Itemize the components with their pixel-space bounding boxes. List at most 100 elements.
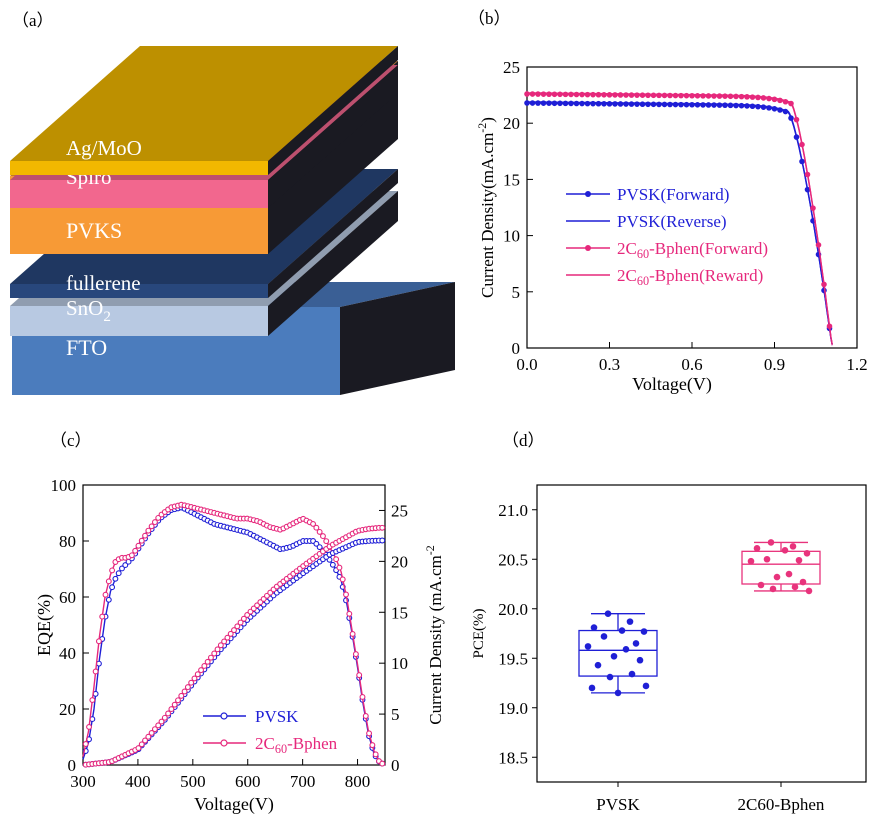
pce-point-0: [622, 646, 630, 653]
eqe-marker-1: [145, 527, 152, 534]
eqe-marker-0: [112, 575, 119, 582]
eqe-marker-3: [175, 697, 181, 704]
eqe-marker-1: [148, 523, 155, 530]
eqe-marker-1: [356, 672, 363, 679]
pce-y-axis-label: PCE(%): [471, 609, 487, 659]
eqe-marker-0: [122, 562, 129, 569]
eqe-marker-1: [336, 564, 343, 571]
eqe-marker-1: [109, 567, 116, 574]
eqe-legend: PVSK 2C60-Bphen: [203, 707, 338, 756]
eqe-marker-1: [86, 723, 92, 730]
eqe-marker-3: [171, 701, 178, 708]
pce-point-0: [594, 661, 602, 669]
eqe-marker-1: [333, 556, 340, 563]
eqe-marker-1: [323, 538, 330, 545]
layer-fto-side: [340, 282, 455, 395]
pce-y-tick-label: 21.0: [498, 501, 528, 520]
eqe-series: [82, 501, 386, 768]
eqe-marker-1: [151, 519, 158, 526]
pce-point-1: [767, 539, 775, 546]
eqe-left-y-tick-label: 20: [59, 700, 76, 719]
eqe-marker-1: [313, 524, 320, 531]
eqe-marker-0: [115, 570, 122, 577]
eqe-legend-item-1-sub: 60: [275, 742, 287, 756]
pce-y-tick-label: 19.0: [498, 699, 528, 718]
layer-fullerene-side: [268, 169, 398, 298]
layer-ag-label-main: Ag/MoO: [66, 136, 142, 160]
jv-plot-frame: [526, 66, 858, 349]
eqe-right-y-tick-label: 0: [391, 756, 400, 775]
pce-point-1: [791, 583, 799, 591]
eqe-marker-0: [316, 544, 323, 551]
eqe-legend-marker-1: [220, 739, 228, 747]
eqe-marker-3: [198, 667, 205, 674]
pce-point-1: [773, 573, 781, 581]
jv-line-3: [527, 92, 833, 346]
panel-label-a: （a）: [12, 11, 54, 30]
eqe-marker-1: [343, 591, 349, 598]
jv-x-tick-label: 1.2: [846, 355, 867, 374]
pce-point-1: [781, 547, 789, 554]
eqe-marker-1: [349, 631, 356, 637]
eqe-x-tick-label: 300: [70, 772, 96, 791]
jv-legend-item-1-main: PVSK(Reverse): [617, 212, 727, 231]
eqe-marker-1: [316, 528, 323, 535]
layer-fto-label: FTO: [66, 335, 107, 360]
eqe-right-y-tick-label: 10: [391, 654, 408, 673]
pce-box-0: [578, 629, 658, 677]
pce-point-0: [614, 689, 622, 697]
jv-legend-item-3-sub: 60: [637, 274, 649, 288]
pce-box-1: [741, 550, 821, 585]
eqe-marker-3: [181, 688, 188, 695]
eqe-marker-0: [313, 540, 320, 547]
eqe-ticks: 300 400 500 600 700 800 0 20 40 60 80 100 0 5 10 15 20 25: [51, 476, 409, 791]
pce-plot-frame: [536, 484, 867, 783]
jv-y-tick-label: 15: [503, 170, 520, 189]
eqe-marker-3: [224, 634, 231, 641]
eqe-marker-1: [310, 520, 317, 527]
eqe-legend-item-1-suffix: -Bphen: [287, 734, 338, 753]
layer-fullerene-label: fullerene: [66, 271, 141, 295]
eqe-marker-1: [379, 760, 386, 767]
jv-ticks: 0.0 0.3 0.6 0.9 1.2 0 5 10 15 20 25: [503, 58, 868, 374]
pce-y-tick-label: 19.5: [498, 649, 528, 668]
eqe-right-y-tick-label: 20: [391, 552, 408, 571]
layer-ag: Ag/MoO: [10, 46, 398, 175]
pce-point-1: [769, 585, 777, 593]
jv-legend-item-2-suffix: -Bphen(Forward): [649, 239, 768, 258]
layer-sno2-label-sub: 2: [103, 309, 111, 325]
layer-pvks-label-main: PVKS: [66, 218, 122, 243]
jv-y-tick-label: 0: [512, 339, 521, 358]
eqe-marker-1: [92, 668, 99, 675]
jv-y-tick-label: 5: [512, 283, 521, 302]
jv-legend-item-2-sub: 60: [637, 247, 649, 261]
eqe-chart: 300 400 500 600 700 800 0 20 40 60 80 100 0 5 10 15 20 25…: [34, 476, 445, 815]
eqe-marker-3: [244, 611, 251, 618]
jv-y-tick-label: 10: [503, 227, 520, 246]
layer-spiro-front: [10, 180, 268, 208]
pce-point-0: [618, 627, 626, 634]
pce-x-tick-label: 2C60-Bphen: [738, 795, 825, 814]
jv-legend-item-0: PVSK(Forward): [617, 185, 729, 204]
eqe-legend-marker-0: [220, 712, 228, 720]
jv-legend-item-3-main: 2C: [617, 266, 637, 285]
eqe-marker-1: [128, 552, 135, 559]
eqe-x-tick-label: 600: [235, 772, 261, 791]
eqe-marker-1: [99, 613, 106, 620]
eqe-marker-1: [102, 591, 109, 598]
eqe-marker-1: [105, 578, 112, 585]
eqe-marker-0: [329, 561, 336, 568]
jv-x-tick-label: 0.9: [764, 355, 785, 374]
eqe-marker-3: [155, 722, 162, 729]
jv-x-tick-label: 0.6: [681, 355, 702, 374]
eqe-marker-0: [105, 596, 112, 603]
eqe-marker-1: [138, 537, 145, 544]
layer-sno2-label-main: SnO: [66, 296, 103, 320]
pce-point-0: [626, 618, 634, 625]
pce-point-0: [636, 656, 644, 664]
eqe-marker-3: [184, 684, 191, 691]
eqe-marker-3: [204, 658, 211, 665]
eqe-legend-item-0-main: PVSK: [255, 707, 299, 726]
eqe-marker-1: [132, 547, 139, 554]
jv-x-tick-label: 0.0: [516, 355, 537, 374]
